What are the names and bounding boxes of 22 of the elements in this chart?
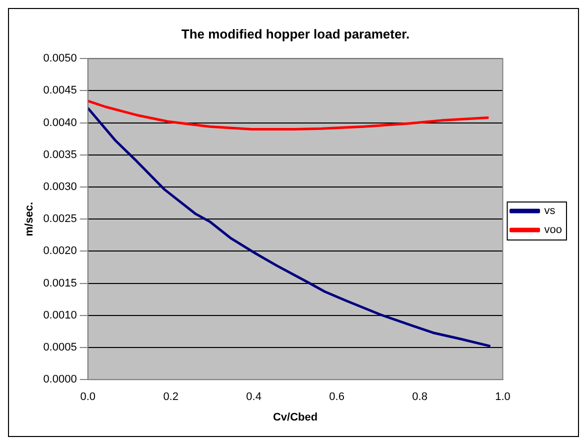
y-tick-label: 0.0050: [43, 52, 77, 65]
x-axis-title: Cv/Cbed: [272, 411, 318, 424]
y-tick-label: 0.0040: [43, 116, 77, 129]
y-axis-title: m/sec.: [24, 202, 36, 236]
y-tick-label: 0.0015: [43, 277, 77, 290]
y-tick-label: 0.0030: [43, 181, 77, 194]
y-tick-label: 0.0035: [43, 148, 77, 161]
x-tick-label: 0.8: [412, 391, 428, 404]
x-tick-label: 0.4: [246, 391, 262, 404]
y-tick-label: 0.0020: [43, 245, 77, 258]
x-tick-label: 0.6: [329, 391, 344, 404]
y-tick-label: 0.0045: [43, 84, 77, 97]
y-tick-label: 0.0010: [43, 309, 77, 322]
x-tick-label: 1.0: [495, 391, 510, 404]
x-tick-label: 0.0: [80, 391, 96, 404]
y-tick-label: 0.0000: [43, 374, 77, 386]
legend-label: voo: [544, 224, 562, 236]
chart-title: The modified hopper load parameter.: [181, 26, 410, 42]
y-tick-label: 0.0005: [43, 342, 77, 354]
y-tick-label: 0.0025: [43, 213, 77, 226]
legend-label: vs: [544, 205, 556, 218]
x-tick-label: 0.2: [163, 391, 178, 404]
